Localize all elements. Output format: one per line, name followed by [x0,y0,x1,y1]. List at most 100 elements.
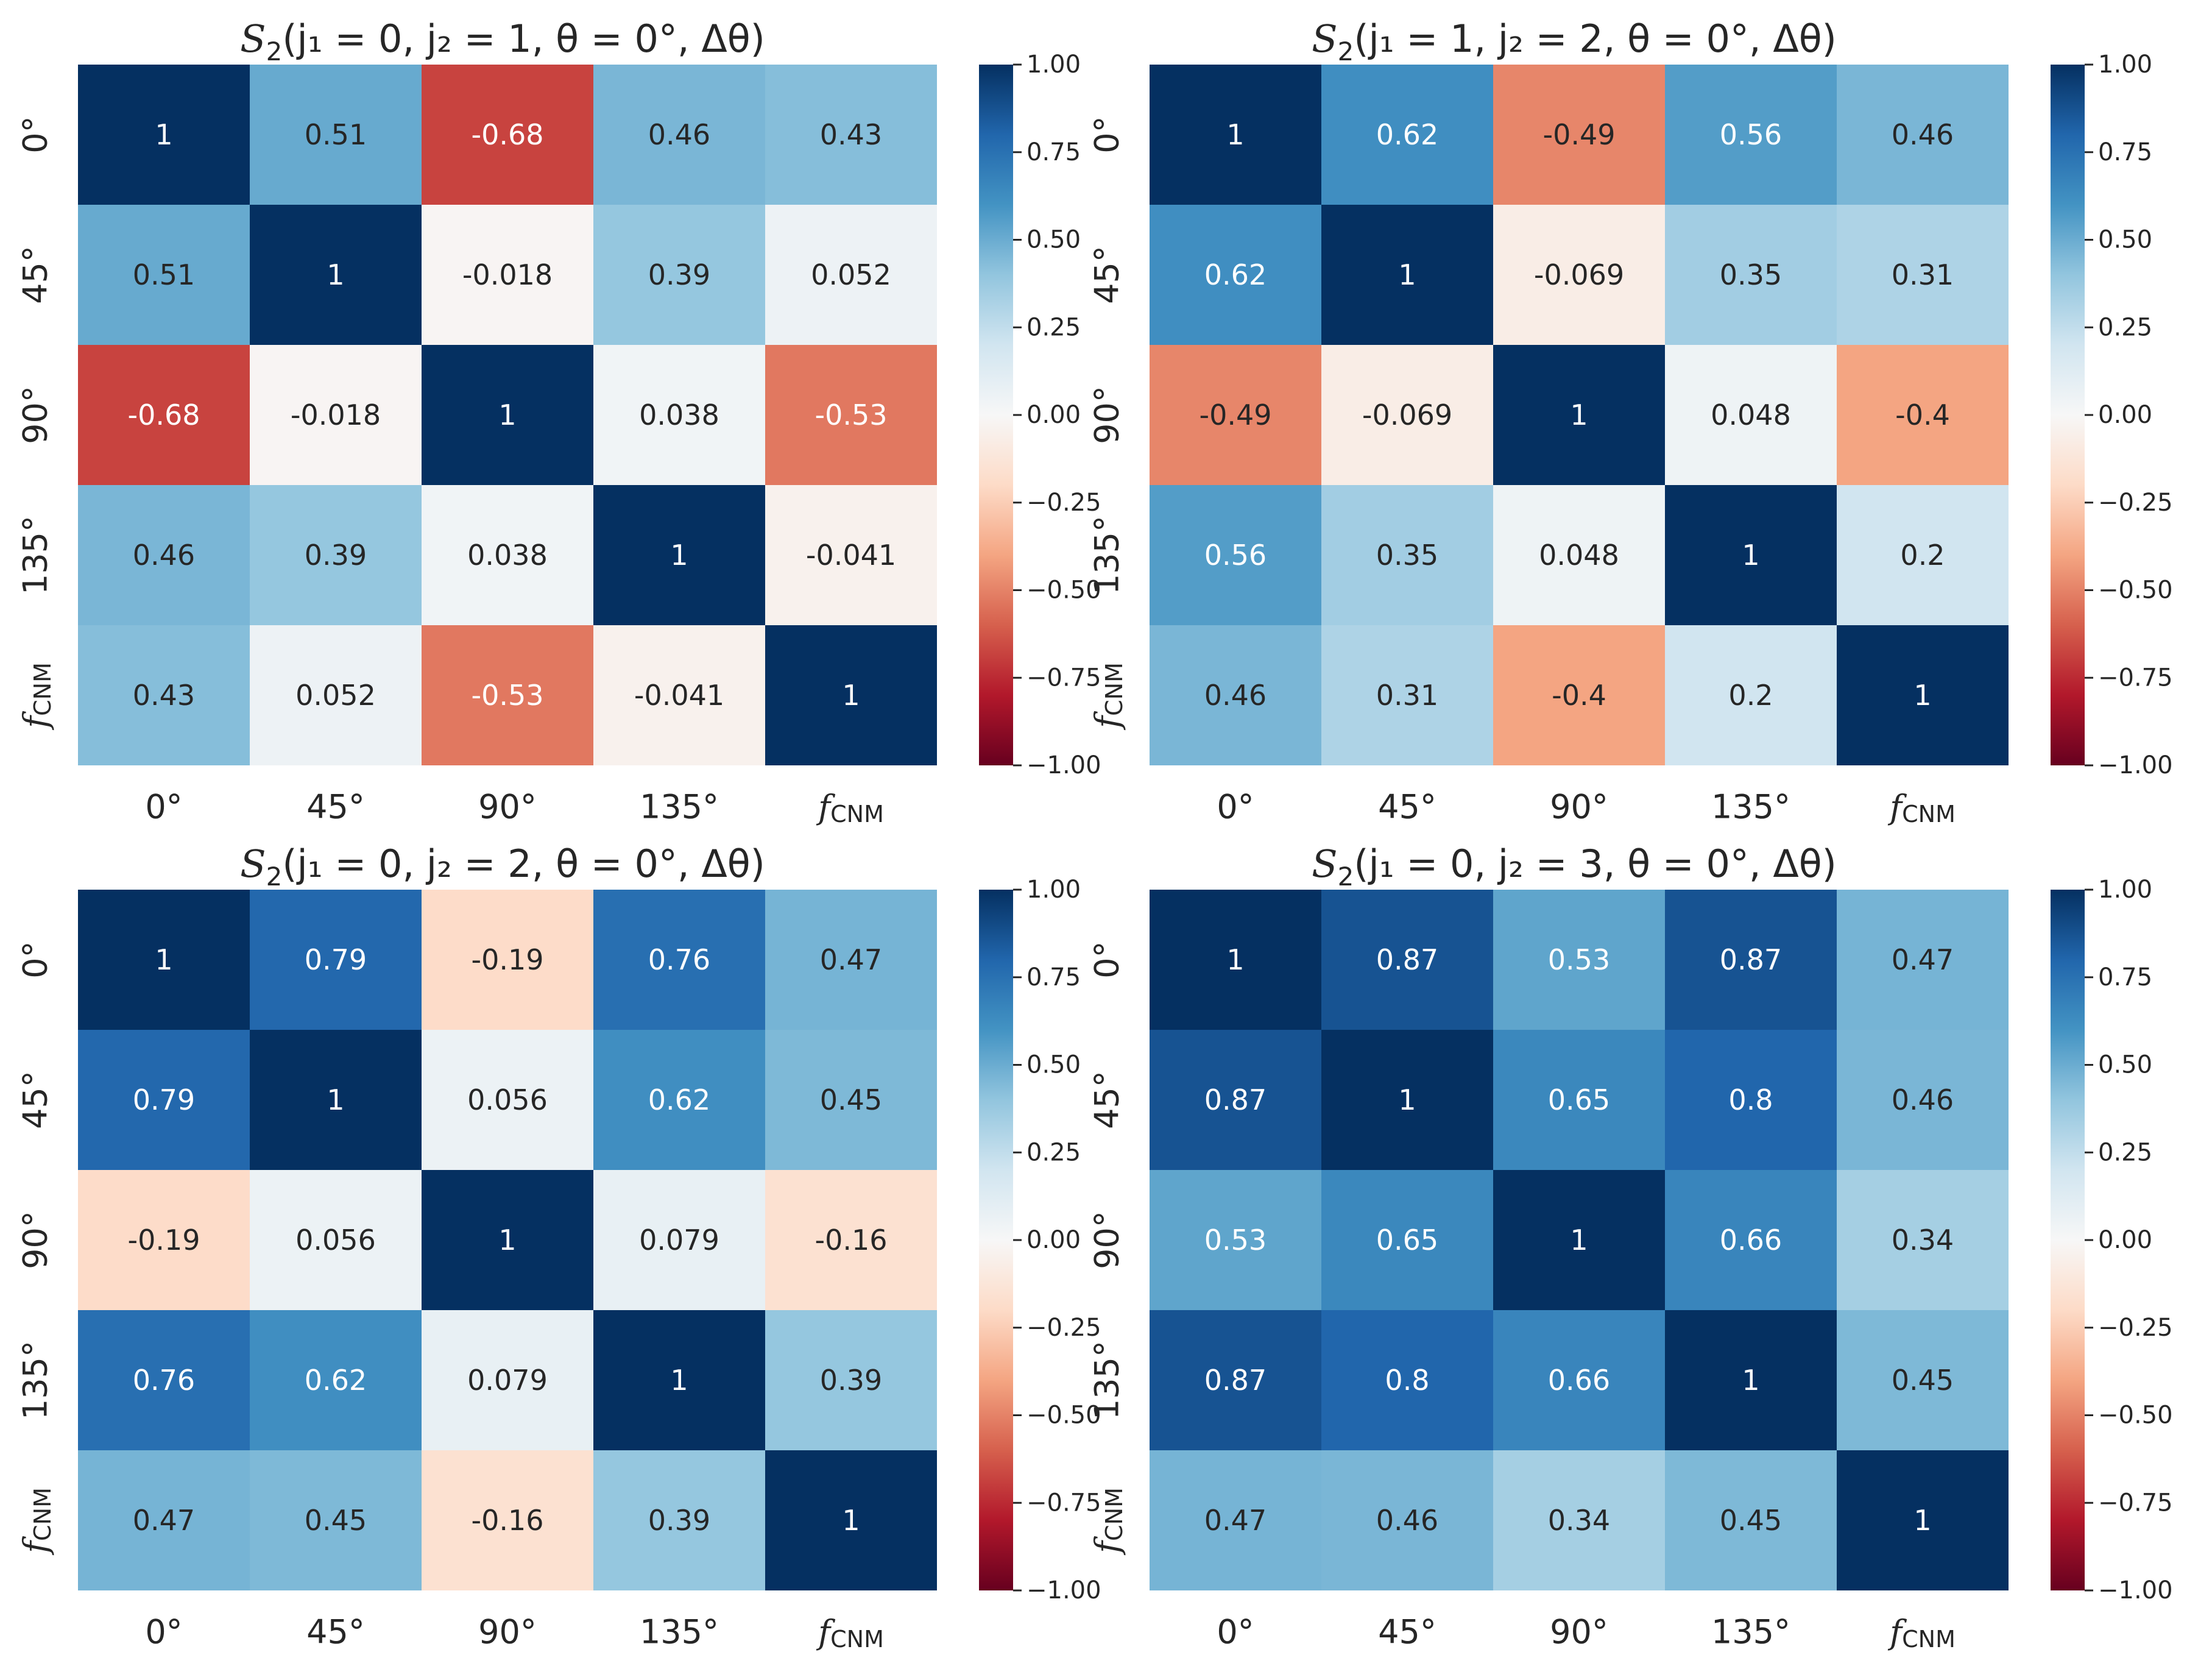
heatmap-cell [1493,1450,1665,1590]
heatmap-cell [78,890,250,1030]
cell-value-label: 0.76 [133,1364,195,1397]
cell-value-label: 0.53 [1204,1224,1267,1257]
heatmap-cell [422,65,593,205]
heatmap-cell [250,485,422,625]
heatmap-cell [1837,1310,2009,1450]
cell-value-label: 1 [1398,258,1416,291]
heatmap-cell [1150,1030,1321,1170]
heatmap-cell [1665,1310,1837,1450]
cell-value-label: 1 [1226,118,1244,151]
y-tick-label: 90° [1088,386,1126,444]
cell-value-label: -0.018 [291,399,381,431]
heatmap-cell [250,890,422,1030]
cell-value-label: 0.46 [1892,1083,1954,1116]
colorbar-tick-label: 1.00 [1026,876,1081,904]
cell-value-label: 1 [1913,1504,1931,1537]
heatmap-cell [593,1310,765,1450]
heatmap-cell [78,345,250,485]
heatmap-cell [1150,1170,1321,1310]
colorbar-tick-label: 0.50 [1026,1051,1081,1079]
y-tick-label: 45° [16,246,55,304]
heatmap-cell [1837,1450,2009,1590]
cell-value-label: 0.2 [1900,539,1945,572]
colorbar-tick-label: 0.25 [2098,1138,2152,1166]
cell-value-label: 1 [155,943,172,976]
heatmap-cell [765,625,937,765]
cell-value-label: 0.47 [133,1504,195,1537]
heatmap-cell [422,345,593,485]
heatmap-cell [593,205,765,345]
cell-value-label: 0.2 [1728,679,1773,712]
cell-value-label: 0.76 [648,943,710,976]
cell-value-label: 0.87 [1376,943,1438,976]
heatmap-cell [422,890,593,1030]
heatmap-cell [422,1030,593,1170]
cell-value-label: 0.47 [1204,1504,1267,1537]
heatmap-cell [1321,485,1493,625]
cell-value-label: 0.47 [1892,943,1954,976]
colorbar-tick-label: −0.25 [1026,489,1101,517]
x-tick-label: 0° [145,1613,182,1651]
cell-value-label: 0.39 [305,539,367,572]
cell-value-label: -0.68 [127,399,200,431]
colorbar-tick-label: 0.25 [1026,1138,1081,1166]
y-tick-label: 90° [16,386,55,444]
cell-value-label: -0.19 [471,943,543,976]
cell-value-label: 0.56 [1720,118,1782,151]
colorbar-tick-label: −0.50 [1026,576,1101,604]
colorbar-tick-label: 0.75 [2098,138,2152,166]
cell-value-label: 1 [1742,539,1759,572]
colorbar [2051,65,2085,765]
y-tick-label: 0° [1088,116,1126,153]
x-tick-label: 90° [478,788,537,826]
cell-value-label: 0.038 [639,399,719,431]
colorbar-tick-label: −0.50 [2098,1402,2173,1430]
colorbar-tick-label: 0.00 [2098,401,2152,429]
colorbar-tick-label: 0.25 [2098,313,2152,341]
heatmap-cell [765,345,937,485]
y-tick-label: 0° [16,116,55,153]
x-tick-label: 90° [1550,788,1608,826]
x-tick-label: 135° [640,788,719,826]
heatmap-cell [1493,890,1665,1030]
cell-value-label: 0.048 [1539,539,1619,572]
cell-value-label: 0.46 [133,539,195,572]
cell-value-label: 1 [842,1504,860,1537]
cell-value-label: 0.45 [820,1083,882,1116]
heatmap-cell [250,1310,422,1450]
heatmap-cell [765,485,937,625]
cell-value-label: 0.62 [305,1364,367,1397]
cell-value-label: 1 [155,118,172,151]
cell-value-label: -0.16 [471,1504,543,1537]
x-tick-label: 0° [1217,1613,1254,1651]
cell-value-label: 1 [1226,943,1244,976]
cell-value-label: 1 [327,1083,344,1116]
y-tick-label: 135° [16,1341,55,1420]
x-tick-label: 45° [1378,1613,1436,1651]
cell-value-label: 0.35 [1376,539,1438,572]
heatmap-cell [78,205,250,345]
cell-value-label: -0.16 [814,1224,887,1257]
heatmap-cell [765,1170,937,1310]
panel-title: S2(j₁ = 1, j₂ = 2, θ = 0°, Δθ) [1312,16,1837,66]
cell-value-label: 0.8 [1385,1364,1429,1397]
heatmap-cell [1321,1170,1493,1310]
cell-value-label: 0.53 [1548,943,1610,976]
heatmap-cell [593,485,765,625]
x-tick-label: 135° [640,1613,719,1651]
y-tick-label: 45° [1088,246,1126,304]
cell-value-label: -0.4 [1552,679,1606,712]
cell-value-label: -0.041 [806,539,896,572]
cell-value-label: 0.45 [1720,1504,1782,1537]
cell-value-label: 0.31 [1376,679,1438,712]
panel-title: S2(j₁ = 0, j₂ = 2, θ = 0°, Δθ) [240,842,765,891]
colorbar-tick-label: −0.25 [1026,1314,1101,1342]
heatmap-cell [1665,345,1837,485]
colorbar-tick-label: −0.25 [2098,489,2173,517]
heatmap-cell [78,625,250,765]
heatmap-cell [78,1030,250,1170]
heatmap-cell [1150,1450,1321,1590]
colorbar-tick-label: 0.50 [1026,226,1081,254]
heatmap-cell [250,1030,422,1170]
cell-value-label: 1 [670,1364,688,1397]
